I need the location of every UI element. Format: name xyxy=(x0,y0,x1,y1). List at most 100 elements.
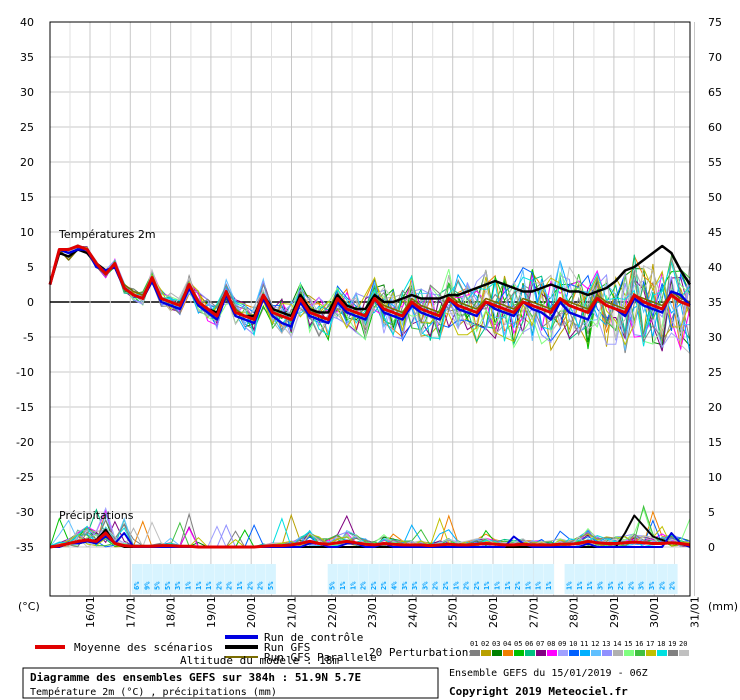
x-tick-label: 30/01 xyxy=(648,596,661,628)
left-tick-label: 30 xyxy=(20,86,34,99)
snow-prob-bg xyxy=(399,564,410,594)
left-tick-label: -30 xyxy=(16,506,34,519)
snow-prob-label: 1% xyxy=(483,581,491,590)
right-tick-label: 30 xyxy=(708,331,722,344)
pert-swatch xyxy=(492,650,502,656)
snow-prob-bg xyxy=(585,564,596,594)
pert-swatch xyxy=(525,650,535,656)
snow-prob-bg xyxy=(616,564,627,594)
pert-id-label: 01 xyxy=(470,640,478,648)
left-tick-label: 40 xyxy=(20,16,34,29)
snow-prob-label: 1% xyxy=(185,581,193,590)
plot-frame xyxy=(49,21,691,597)
x-tick-label: 16/01 xyxy=(84,596,97,628)
left-axis-unit: (°C) xyxy=(18,600,40,613)
x-tick-label: 24/01 xyxy=(406,596,419,628)
pert-swatch xyxy=(679,650,689,656)
right-tick-label: 40 xyxy=(708,261,722,274)
legend-perturbations-label: 20 Perturbations xyxy=(369,646,475,659)
snow-prob-bg xyxy=(410,564,421,594)
snow-prob-bg xyxy=(204,564,215,594)
right-tick-label: 65 xyxy=(708,86,722,99)
snow-prob-label: 5% xyxy=(267,581,275,590)
snow-prob-bg xyxy=(142,564,153,594)
pert-swatch xyxy=(547,650,557,656)
pert-id-label: 20 xyxy=(679,640,687,648)
right-tick-label: 55 xyxy=(708,156,722,169)
snow-prob-bg xyxy=(626,564,637,594)
mean-precip-line xyxy=(49,531,691,549)
pert-id-label: 06 xyxy=(525,640,533,648)
x-tick-label: 27/01 xyxy=(527,596,540,628)
chart-title: Diagramme des ensembles GEFS sur 384h : … xyxy=(30,671,361,684)
snow-prob-label: 3% xyxy=(411,581,419,590)
snow-prob-bg xyxy=(471,564,482,594)
x-tick-label: 21/01 xyxy=(286,596,299,628)
left-tick-label: 20 xyxy=(20,156,34,169)
left-tick-label: 35 xyxy=(20,51,34,64)
right-tick-label: 0 xyxy=(708,541,715,554)
snow-prob-bg xyxy=(183,564,194,594)
snow-prob-label: 1% xyxy=(452,581,460,590)
pert-id-label: 19 xyxy=(668,640,676,648)
snow-prob-label: 2% xyxy=(246,581,254,590)
snow-prob-label: 3% xyxy=(607,581,615,590)
snow-prob-label: 2% xyxy=(617,581,625,590)
snow-prob-bg xyxy=(368,564,379,594)
snow-prob-label: 2% xyxy=(669,581,677,590)
pert-id-label: 03 xyxy=(492,640,500,648)
legend-gfs-label: Run GFS xyxy=(264,641,310,654)
pert-swatch xyxy=(481,650,491,656)
snow-prob-label: 2% xyxy=(360,581,368,590)
snow-prob-bg xyxy=(358,564,369,594)
pert-swatch xyxy=(646,650,656,656)
snow-prob-bg xyxy=(235,564,245,594)
left-tick-label: 0 xyxy=(27,296,34,309)
snow-prob-label: 2% xyxy=(370,581,378,590)
snow-prob-bg xyxy=(441,564,451,594)
snow-prob-label: 1% xyxy=(576,581,584,590)
x-tick-label: 28/01 xyxy=(568,596,581,628)
pert-id-label: 09 xyxy=(558,640,566,648)
copyright: Copyright 2019 Meteociel.fr xyxy=(449,685,628,698)
legend-control-label: Run de contrôle xyxy=(264,631,363,644)
left-tick-label: 15 xyxy=(20,191,34,204)
snow-prob-bg xyxy=(193,564,204,594)
precipitation-panel-label: Précipitations xyxy=(59,509,134,522)
pert-swatch xyxy=(624,650,634,656)
pert-id-label: 02 xyxy=(481,640,489,648)
snow-prob-bg xyxy=(430,564,441,594)
pert-id-label: 07 xyxy=(536,640,544,648)
snow-prob-bg xyxy=(420,564,431,594)
snow-prob-label: 1% xyxy=(339,581,347,590)
snow-prob-label: 2% xyxy=(473,581,481,590)
x-tick-label: 26/01 xyxy=(487,596,500,628)
legend-mean-label: Moyenne des scénarios xyxy=(74,641,213,654)
snow-prob-bg xyxy=(667,564,678,594)
snow-prob-label: 2% xyxy=(226,581,234,590)
main-series xyxy=(48,244,692,549)
snow-prob-bg xyxy=(544,564,554,594)
pert-id-label: 04 xyxy=(503,640,511,648)
snow-prob-label: 2% xyxy=(442,581,450,590)
pert-swatch xyxy=(635,650,645,656)
pert-swatch xyxy=(591,650,601,656)
snow-prob-label: 1% xyxy=(504,581,512,590)
right-tick-label: 35 xyxy=(708,296,722,309)
snow-prob-label: 3% xyxy=(638,581,646,590)
pert-id-label: 10 xyxy=(569,640,577,648)
snow-prob-label: 5% xyxy=(164,581,172,590)
snow-prob-bg xyxy=(338,564,348,594)
right-tick-label: 70 xyxy=(708,51,722,64)
snow-prob-label: 1% xyxy=(535,581,543,590)
right-tick-label: 45 xyxy=(708,226,722,239)
pert-id-label: 16 xyxy=(635,640,643,648)
pert-id-label: 13 xyxy=(602,640,610,648)
snow-prob-bg xyxy=(533,564,544,594)
temperature-panel-label: Températures 2m xyxy=(58,228,156,241)
x-tick-label: 23/01 xyxy=(366,596,379,628)
right-tick-label: 15 xyxy=(708,436,722,449)
snow-prob-bg xyxy=(389,564,400,594)
